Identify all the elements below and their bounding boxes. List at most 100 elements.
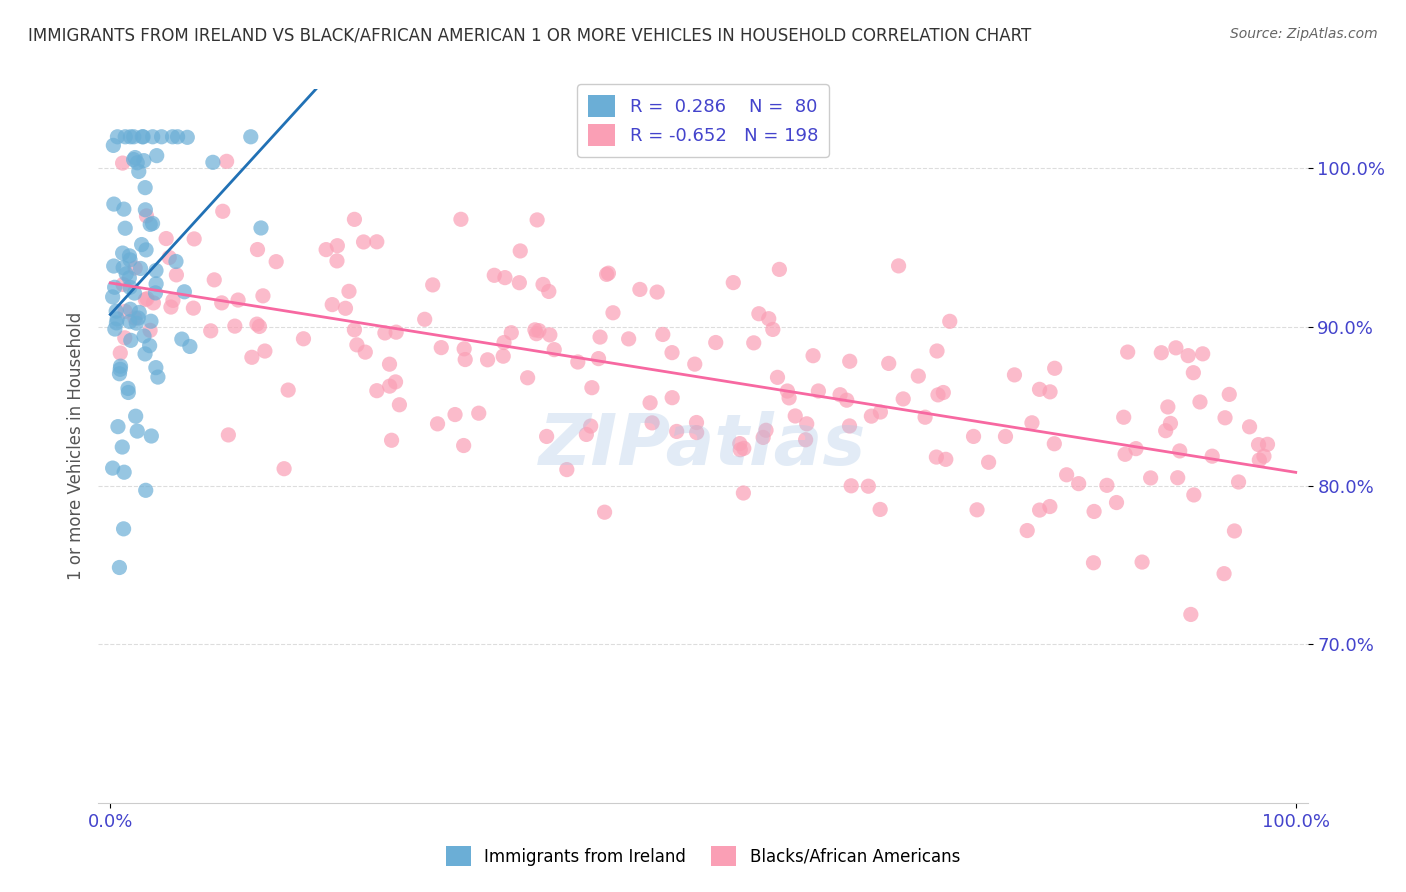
- Point: [1213, 566, 1236, 581]
- Point: [108, 560, 131, 574]
- Point: [1028, 503, 1050, 517]
- Point: [523, 323, 546, 337]
- Point: [1227, 475, 1250, 489]
- Point: [127, 424, 149, 438]
- Point: [742, 335, 765, 350]
- Point: [494, 270, 516, 285]
- Point: [114, 304, 136, 318]
- Point: [157, 251, 180, 265]
- Point: [426, 417, 449, 431]
- Point: [183, 301, 205, 315]
- Point: [366, 235, 388, 249]
- Point: [768, 262, 790, 277]
- Point: [932, 385, 955, 400]
- Point: [1182, 366, 1205, 380]
- Point: [226, 293, 249, 307]
- Point: [1039, 384, 1062, 399]
- Point: [1017, 524, 1039, 538]
- Point: [1067, 476, 1090, 491]
- Point: [217, 428, 239, 442]
- Point: [120, 302, 142, 317]
- Point: [155, 231, 177, 245]
- Point: [136, 292, 159, 306]
- Point: [830, 388, 852, 402]
- Point: [778, 391, 800, 405]
- Point: [453, 342, 475, 356]
- Point: [249, 319, 271, 334]
- Point: [124, 409, 146, 424]
- Point: [105, 316, 128, 330]
- Point: [142, 129, 165, 144]
- Point: [755, 423, 778, 437]
- Point: [1164, 341, 1187, 355]
- Point: [492, 349, 515, 363]
- Point: [122, 129, 145, 144]
- Point: [860, 409, 883, 424]
- Point: [661, 345, 683, 359]
- Point: [107, 419, 129, 434]
- Point: [733, 486, 755, 500]
- Point: [385, 325, 408, 339]
- Point: [239, 129, 262, 144]
- Point: [101, 290, 124, 304]
- Point: [835, 393, 858, 408]
- Point: [132, 129, 155, 144]
- Point: [122, 153, 145, 167]
- Point: [378, 357, 401, 371]
- Point: [201, 155, 224, 169]
- Point: [335, 301, 357, 316]
- Point: [589, 330, 612, 344]
- Point: [112, 522, 135, 536]
- Point: [877, 356, 900, 370]
- Point: [1139, 471, 1161, 485]
- Point: [381, 434, 404, 448]
- Point: [135, 483, 157, 498]
- Point: [665, 425, 688, 439]
- Point: [966, 503, 988, 517]
- Point: [112, 465, 135, 479]
- Point: [118, 315, 141, 329]
- Point: [1249, 453, 1271, 467]
- Point: [1256, 437, 1278, 451]
- Point: [444, 408, 467, 422]
- Point: [839, 479, 862, 493]
- Point: [101, 461, 124, 475]
- Point: [1247, 437, 1270, 451]
- Point: [1043, 361, 1066, 376]
- Point: [492, 335, 515, 350]
- Point: [277, 383, 299, 397]
- Point: [127, 311, 149, 326]
- Point: [129, 261, 152, 276]
- Point: [907, 369, 929, 384]
- Point: [150, 129, 173, 144]
- Point: [388, 398, 411, 412]
- Point: [685, 425, 707, 440]
- Point: [114, 221, 136, 235]
- Point: [869, 502, 891, 516]
- Point: [733, 442, 755, 456]
- Point: [1114, 447, 1136, 461]
- Point: [651, 327, 673, 342]
- Point: [128, 305, 150, 319]
- Point: [1239, 419, 1261, 434]
- Point: [927, 388, 949, 402]
- Point: [353, 235, 375, 249]
- Point: [103, 138, 125, 153]
- Point: [215, 154, 238, 169]
- Point: [730, 442, 752, 457]
- Point: [1105, 495, 1128, 509]
- Point: [179, 339, 201, 353]
- Point: [111, 156, 134, 170]
- Point: [661, 391, 683, 405]
- Point: [111, 440, 134, 454]
- Point: [145, 277, 167, 291]
- Point: [120, 334, 142, 348]
- Point: [801, 349, 824, 363]
- Point: [112, 202, 135, 216]
- Point: [581, 381, 603, 395]
- Point: [914, 410, 936, 425]
- Point: [567, 355, 589, 369]
- Point: [758, 311, 780, 326]
- Point: [537, 285, 560, 299]
- Point: [114, 331, 136, 345]
